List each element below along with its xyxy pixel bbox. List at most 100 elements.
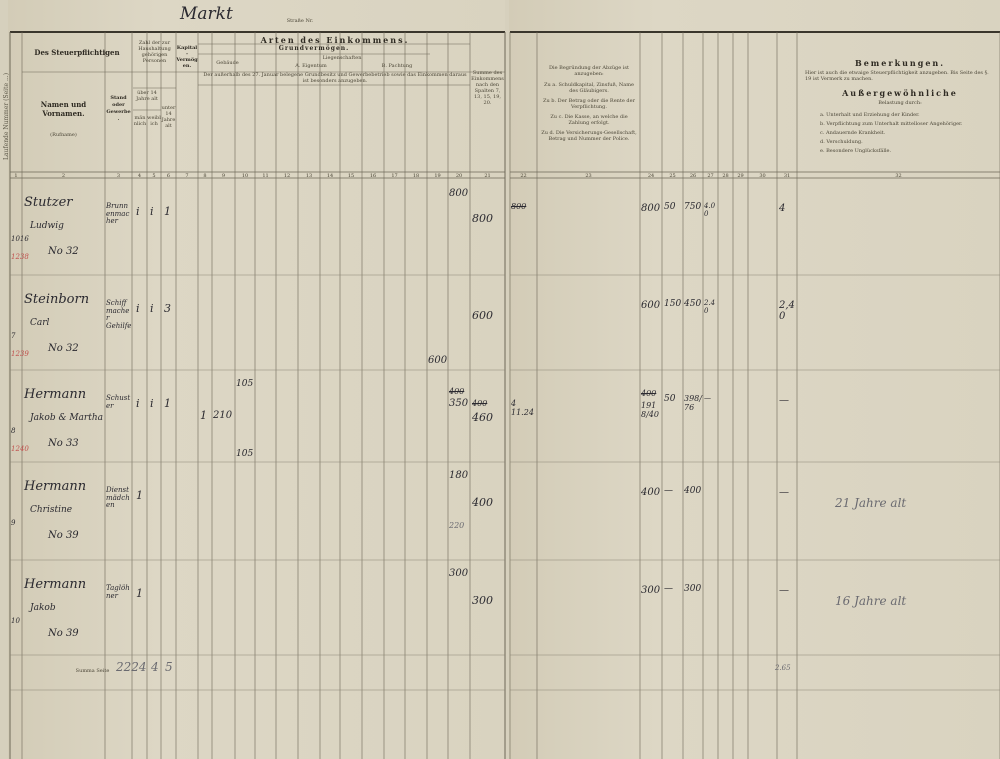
column-number: 31 [783, 173, 791, 179]
entry-col24: 300 [641, 585, 661, 596]
sum-label: Summa Seite [75, 668, 110, 674]
sum-c4: 4 [151, 660, 159, 674]
entry-col31: — [779, 487, 789, 498]
right-page [509, 0, 1000, 759]
entry-col21-struck: 400 [472, 399, 488, 408]
sum-c5: 5 [165, 660, 173, 674]
column-number: 32 [895, 173, 902, 179]
entry-occupation: Schuster [106, 394, 131, 410]
entry-col4: i [136, 205, 140, 218]
entry-number: 10 [11, 617, 20, 625]
entry-house-number: No 39 [48, 530, 79, 541]
entry-first-name: Carl [30, 318, 50, 328]
entry-number: 9 [11, 519, 16, 527]
entry-col20: 180 [449, 470, 469, 481]
burden-item: b. Verpflichtung zum Unterhalt mittellos… [820, 121, 963, 127]
column-number: 11 [262, 173, 269, 179]
column-number: 10 [241, 173, 249, 179]
entry-col20: 800 [449, 188, 469, 199]
header-deduction-a: Zu a. Schuldkapital, Zinsfuß, Name des G… [544, 82, 634, 94]
entry-first-name: Jakob & Martha [30, 413, 104, 423]
entry-col26: 300 [684, 584, 702, 594]
entry-col20: 350 [449, 398, 469, 409]
street-name: Markt [180, 4, 233, 24]
column-number: 15 [347, 173, 355, 179]
header-deduction-d: Zu d. Die Versicherungs-Gesellschaft, Be… [541, 130, 637, 142]
entry-col26: 400 [684, 486, 702, 496]
sum-right: 2.65 [775, 664, 791, 672]
column-number: 16 [369, 173, 377, 179]
column-number: 19 [434, 173, 441, 179]
entry-col5: i [150, 205, 154, 218]
entry-first-name: Ludwig [30, 221, 64, 231]
entry-col26: 398/76 [684, 394, 702, 412]
entry-col31: 2,40 [779, 300, 795, 322]
left-page [8, 0, 505, 759]
column-number: 18 [412, 173, 420, 179]
entry-col22: 4 11.24 [511, 399, 534, 417]
entry-remark: 16 Jahre alt [835, 594, 907, 608]
entry-col21: 600 [472, 309, 493, 322]
entry-house-number: No 39 [48, 628, 79, 639]
column-number: 22 [520, 173, 527, 179]
entry-col27: 2.40 [704, 299, 716, 315]
column-number: 8 [203, 173, 207, 179]
entry-col4: 1 [136, 587, 143, 600]
header-over14: über 14 Jahre alt [136, 90, 158, 102]
entry-col24: 400 [641, 487, 661, 498]
column-number: 5 [152, 173, 156, 179]
entry-col20-struck: 400 [449, 387, 465, 396]
entry-surname: Hermann [24, 577, 87, 592]
entry-surname: Stutzer [24, 195, 73, 210]
header-income-types: Arten des Einkommens. [260, 35, 410, 45]
header-land: Grundvermögen. [278, 45, 350, 52]
entry-first-name: Christine [30, 505, 73, 515]
entry-col25: 50 [664, 202, 676, 212]
header-deductions: Die Begründung der Abzüge ist anzugeben: [549, 65, 629, 77]
column-number: 2 [61, 173, 66, 179]
header-buildings: Gebäude [216, 60, 239, 66]
entry-house-number: No 33 [48, 438, 79, 449]
entry-occupation: Brunnenmacher [106, 202, 130, 226]
entry-col31: 4 [779, 203, 786, 214]
column-number: 26 [689, 173, 697, 179]
column-number: 29 [737, 173, 744, 179]
column-number: 6 [166, 173, 171, 179]
column-number: 27 [707, 173, 714, 179]
entry-col10: 105 [236, 379, 254, 389]
entry-col26: 750 [684, 202, 702, 212]
entry-col21: 460 [472, 411, 493, 424]
entry-col31: — [779, 395, 789, 406]
header-names: Namen und Vornamen. [40, 100, 87, 118]
column-number: 17 [391, 173, 398, 179]
entry-col21: 300 [472, 594, 493, 607]
entry-col26: 450 [684, 299, 702, 309]
entry-red-number: 1239 [11, 350, 29, 358]
column-number: 23 [585, 173, 592, 179]
column-number: 9 [221, 173, 226, 179]
header-remarks: Bemerkungen. [854, 58, 946, 68]
column-number: 1 [14, 173, 18, 179]
entry-col25: — [664, 584, 673, 594]
column-number: 4 [137, 173, 142, 179]
entry-col24: 1918/40 [641, 401, 659, 419]
entry-surname: Hermann [24, 387, 87, 402]
entry-col5: i [150, 397, 154, 410]
entry-house-number: No 32 [48, 343, 79, 354]
entry-number: 7 [11, 332, 16, 340]
entry-col25: 50 [664, 394, 676, 404]
header-remarks-note: Hier ist auch die etwaige Steuerpflichti… [805, 70, 989, 82]
entry-occupation: Taglöhner [106, 584, 130, 600]
column-number: 7 [185, 173, 189, 179]
header-deduction-c: Zu c. Die Kasse, an welche die Zahlung e… [550, 114, 628, 126]
entry-col27: 4.00 [704, 202, 716, 218]
street-label: Straße Nr. [286, 18, 314, 24]
entry-col4: 1 [136, 489, 143, 502]
entry-col4: i [136, 397, 140, 410]
entry-col9: 210 [213, 410, 233, 421]
header-deduction-b: Zu b. Der Betrag oder die Rente der Verp… [543, 98, 635, 110]
column-number: 30 [759, 173, 766, 179]
column-number: 21 [484, 173, 491, 179]
burden-item: a. Unterhalt und Erziehung der Kinder. [820, 112, 920, 118]
header-male: männlich [133, 115, 147, 127]
